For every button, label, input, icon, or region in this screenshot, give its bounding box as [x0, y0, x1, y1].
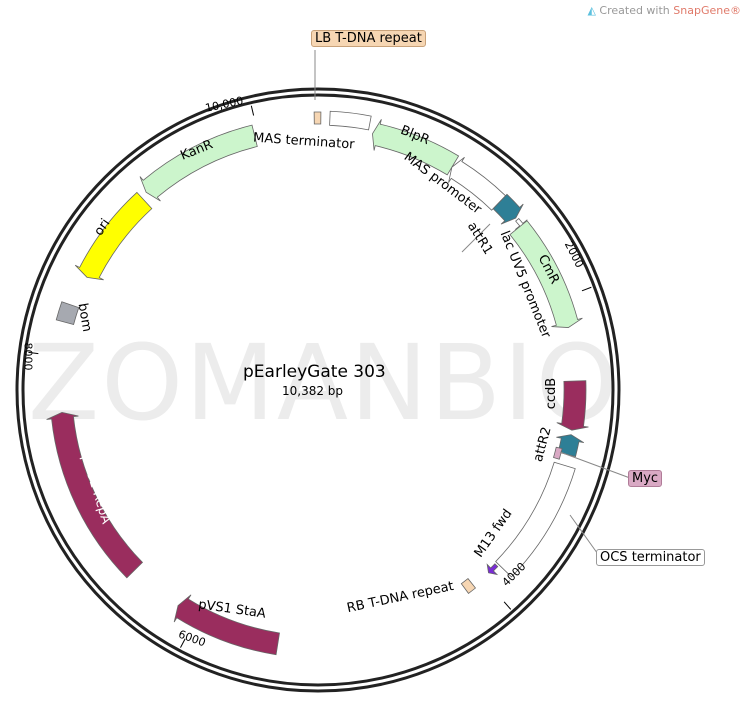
plasmid-name: pEarleyGate 303 — [243, 362, 386, 382]
feature-ocs-terminator[interactable] — [495, 461, 576, 578]
tick-mark-4000 — [503, 601, 512, 610]
plasmid-length: 10,382 bp — [282, 384, 344, 398]
feature-pvs1-staa[interactable] — [173, 594, 280, 656]
feature-m13-fwd[interactable] — [486, 563, 499, 576]
snapgene-branding: ◭ Created with SnapGene® — [587, 4, 741, 17]
feature-mas-promoter[interactable] — [448, 156, 507, 211]
tick-mark-8000 — [28, 351, 39, 355]
feature-blpr[interactable] — [372, 119, 460, 176]
feature-kanr[interactable] — [139, 124, 258, 202]
leader-attr1-line — [461, 223, 491, 253]
callout-lb-t-dna-repeat[interactable]: LB T-DNA repeat — [311, 30, 426, 47]
tick-label-8000: 8000 — [21, 342, 35, 371]
backbone-outer — [15, 87, 621, 693]
snapgene-logo-icon: ◭ — [587, 4, 600, 17]
feature-pvs1-repa[interactable] — [46, 411, 144, 579]
tick-mark-2000 — [581, 286, 592, 292]
tick-mark-10000 — [250, 105, 255, 116]
leader-ocs-line — [569, 514, 601, 558]
feature-rb-t-dna-repeat[interactable] — [460, 578, 477, 594]
tick-mark-6000 — [180, 638, 186, 648]
feature-myc[interactable] — [553, 446, 563, 460]
callout-myc[interactable]: Myc — [628, 470, 663, 487]
label-ccdb[interactable]: ccdB — [544, 377, 560, 410]
backbone-inner — [21, 93, 615, 687]
feature-ccdb[interactable] — [556, 380, 589, 431]
feature-bom[interactable] — [55, 301, 80, 325]
feature-lb-t-dna-repeat[interactable] — [313, 111, 322, 125]
feature-cmr[interactable] — [509, 220, 583, 328]
feature-mas-terminator[interactable] — [329, 110, 372, 131]
feature-attr1[interactable] — [492, 193, 524, 225]
callout-ocs-terminator[interactable]: OCS terminator — [596, 549, 705, 566]
feature-ori[interactable] — [74, 191, 153, 281]
watermark: ZOMANBIO — [28, 322, 620, 444]
leader-myc-line — [559, 451, 631, 479]
